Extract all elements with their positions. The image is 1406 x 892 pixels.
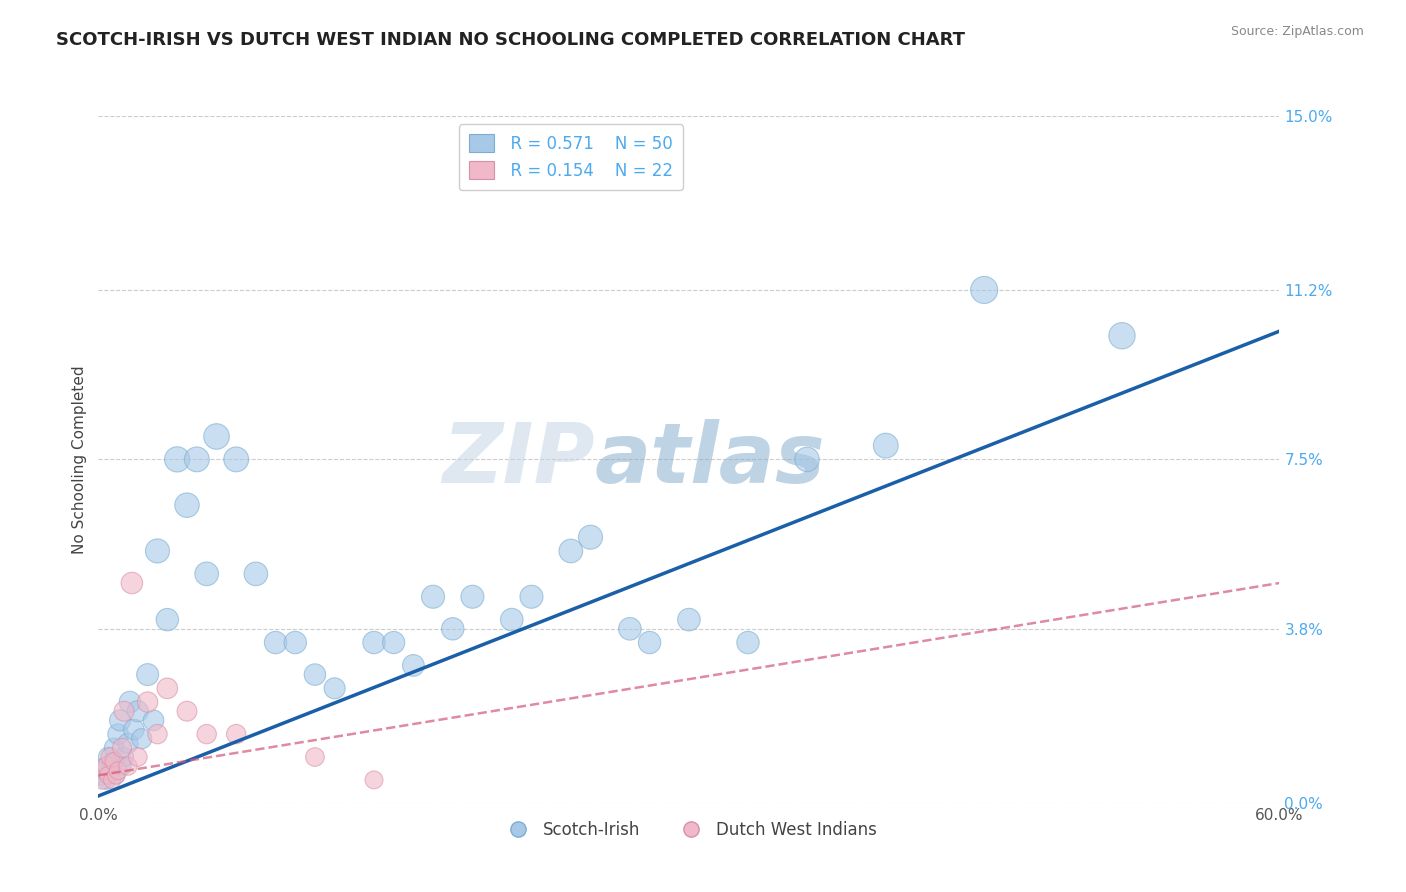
Point xyxy=(97,768,120,782)
Point xyxy=(520,590,543,604)
Point xyxy=(225,452,247,467)
Point xyxy=(136,667,159,681)
Text: Source: ZipAtlas.com: Source: ZipAtlas.com xyxy=(1230,25,1364,38)
Point xyxy=(363,635,385,649)
Point xyxy=(112,750,135,764)
Point xyxy=(142,714,165,728)
Point xyxy=(111,759,134,773)
Point xyxy=(93,759,115,773)
Point xyxy=(105,768,128,782)
Point xyxy=(638,635,661,649)
Point xyxy=(105,768,128,782)
Point xyxy=(382,635,405,649)
Point xyxy=(127,704,149,718)
Point xyxy=(323,681,346,696)
Point xyxy=(402,658,425,673)
Point xyxy=(245,566,267,581)
Point xyxy=(131,731,153,746)
Point xyxy=(973,283,995,297)
Point xyxy=(678,613,700,627)
Point xyxy=(118,695,141,709)
Point xyxy=(579,530,602,544)
Point xyxy=(441,622,464,636)
Point xyxy=(107,727,129,741)
Point xyxy=(96,759,118,773)
Point xyxy=(103,740,125,755)
Point xyxy=(205,429,228,443)
Text: ZIP: ZIP xyxy=(441,419,595,500)
Legend: Scotch-Irish, Dutch West Indians: Scotch-Irish, Dutch West Indians xyxy=(495,814,883,846)
Point xyxy=(166,452,188,467)
Point xyxy=(97,750,120,764)
Point xyxy=(103,755,125,769)
Point xyxy=(225,727,247,741)
Point xyxy=(195,727,218,741)
Point xyxy=(136,695,159,709)
Point xyxy=(101,755,124,769)
Point xyxy=(264,635,287,649)
Point xyxy=(461,590,484,604)
Y-axis label: No Schooling Completed: No Schooling Completed xyxy=(72,365,87,554)
Point xyxy=(304,750,326,764)
Point xyxy=(91,772,114,787)
Point xyxy=(108,714,131,728)
Point xyxy=(111,740,134,755)
Point xyxy=(121,576,143,591)
Point xyxy=(284,635,307,649)
Point xyxy=(93,764,115,778)
Point xyxy=(127,750,149,764)
Text: atlas: atlas xyxy=(595,419,825,500)
Point xyxy=(107,764,129,778)
Point xyxy=(186,452,208,467)
Point xyxy=(363,772,385,787)
Point xyxy=(156,613,179,627)
Point xyxy=(98,750,121,764)
Point xyxy=(117,759,139,773)
Point xyxy=(117,736,139,750)
Point xyxy=(176,498,198,512)
Text: SCOTCH-IRISH VS DUTCH WEST INDIAN NO SCHOOLING COMPLETED CORRELATION CHART: SCOTCH-IRISH VS DUTCH WEST INDIAN NO SCH… xyxy=(56,31,966,49)
Point xyxy=(91,768,114,782)
Point xyxy=(122,723,145,737)
Point xyxy=(146,544,169,558)
Point xyxy=(501,613,523,627)
Point xyxy=(619,622,641,636)
Point xyxy=(156,681,179,696)
Point xyxy=(875,439,897,453)
Point xyxy=(560,544,582,558)
Point xyxy=(195,566,218,581)
Point xyxy=(737,635,759,649)
Point xyxy=(422,590,444,604)
Point xyxy=(96,772,118,787)
Point xyxy=(1111,328,1133,343)
Point xyxy=(112,704,135,718)
Point xyxy=(176,704,198,718)
Point xyxy=(304,667,326,681)
Point xyxy=(796,452,818,467)
Point xyxy=(101,772,124,787)
Point xyxy=(146,727,169,741)
Point xyxy=(98,764,121,778)
